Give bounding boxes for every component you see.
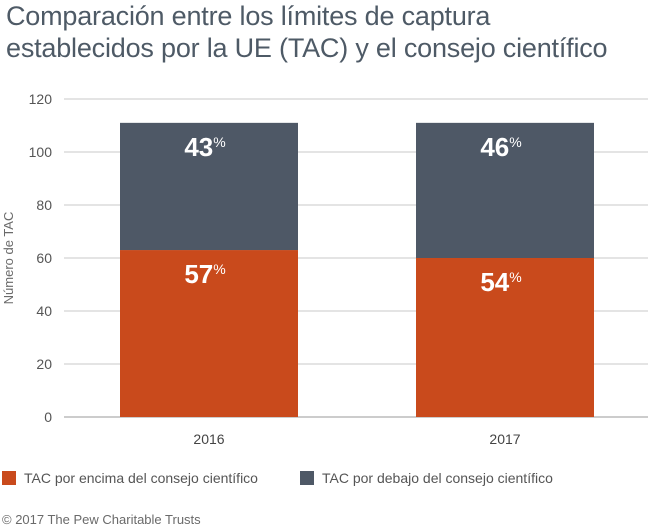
- y-tick-label: 20: [36, 356, 52, 372]
- x-tick-label: 2017: [489, 431, 520, 447]
- bar-segment-above: [120, 250, 298, 417]
- y-tick-label: 100: [29, 144, 53, 160]
- bar-data-value: 43: [184, 132, 213, 162]
- y-tick-label: 60: [36, 250, 52, 266]
- bar-segment-above: [416, 258, 594, 417]
- y-tick-label: 120: [29, 91, 53, 107]
- legend-label-below: TAC por debajo del consejo científico: [322, 470, 553, 486]
- y-tick-label: 80: [36, 197, 52, 213]
- bar-data-value: 46: [480, 132, 509, 162]
- y-tick-label: 0: [44, 409, 52, 425]
- copyright-footer: © 2017 The Pew Charitable Trusts: [2, 512, 201, 527]
- legend-item-above: TAC por encima del consejo científico: [2, 470, 258, 486]
- bar-data-percent: %: [509, 269, 521, 285]
- legend-item-below: TAC por debajo del consejo científico: [300, 470, 553, 486]
- legend-swatch-above: [2, 471, 16, 485]
- bar-data-label: 54%: [480, 267, 521, 297]
- x-tick-label: 2016: [193, 431, 224, 447]
- y-tick-label: 40: [36, 303, 52, 319]
- legend-label-above: TAC por encima del consejo científico: [24, 470, 258, 486]
- chart-title-line-1: Comparación entre los límites de captura: [6, 1, 491, 31]
- bar-segment-below: [416, 122, 594, 258]
- bar-data-label: 57%: [184, 259, 225, 289]
- bar-data-value: 57: [184, 259, 213, 289]
- bar-data-percent: %: [213, 134, 225, 150]
- chart-title: Comparación entre los límites de captura…: [6, 0, 646, 64]
- bar-data-percent: %: [213, 261, 225, 277]
- y-axis-label: Número de TAC: [1, 212, 16, 305]
- bar-data-label: 46%: [480, 132, 521, 162]
- legend-swatch-below: [300, 471, 314, 485]
- bar-segment-below: [120, 122, 298, 251]
- bar-data-label: 43%: [184, 132, 225, 162]
- bar-data-value: 54: [480, 267, 509, 297]
- chart-title-line-2: establecidos por la UE (TAC) y el consej…: [6, 33, 608, 63]
- bar-data-percent: %: [509, 134, 521, 150]
